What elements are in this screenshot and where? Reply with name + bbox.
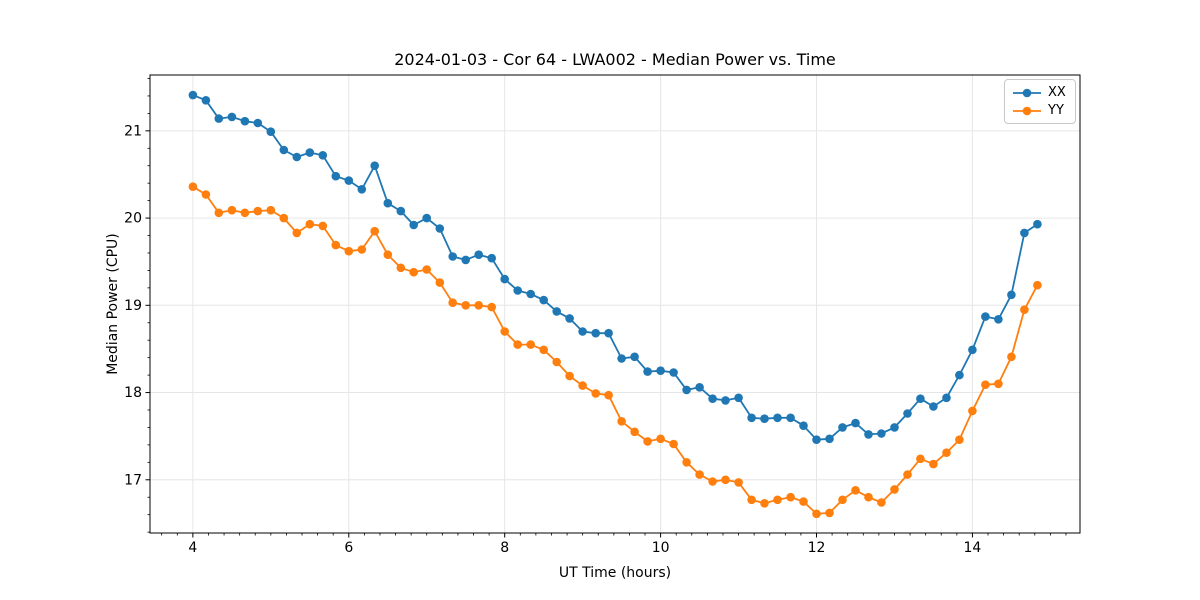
y-axis-label: Median Power (CPU) bbox=[105, 233, 121, 375]
x-tick-label: 6 bbox=[344, 540, 353, 556]
legend-line-marker-swatch bbox=[1013, 106, 1041, 115]
legend-item-XX: XX bbox=[1012, 84, 1066, 101]
x-gridlines bbox=[192, 75, 973, 533]
series-XX bbox=[188, 90, 1042, 445]
y-tick-label: 17 bbox=[124, 472, 142, 488]
x-axis-label: UT Time (hours) bbox=[558, 565, 672, 581]
x-tick-label: 14 bbox=[964, 540, 982, 556]
x-tick-label: 8 bbox=[500, 540, 509, 556]
spines bbox=[149, 74, 1081, 534]
y-ticks: 17 18 19 20 21 bbox=[124, 123, 150, 488]
x-tick-label: 4 bbox=[188, 540, 197, 556]
legend-line-marker-swatch bbox=[1013, 88, 1041, 97]
y-tick-label: 20 bbox=[124, 211, 142, 227]
y-tick-label: 19 bbox=[124, 298, 142, 314]
legend: XX YY bbox=[1004, 79, 1076, 124]
x-tick-label: 12 bbox=[808, 540, 826, 556]
legend-label: XX bbox=[1048, 85, 1066, 100]
y-tick-label: 18 bbox=[124, 385, 142, 401]
x-tick-label: 10 bbox=[652, 540, 670, 556]
series-YY bbox=[188, 182, 1042, 519]
y-gridlines bbox=[150, 130, 1080, 481]
legend-item-YY: YY bbox=[1012, 102, 1066, 119]
chart-title: 2024-01-03 - Cor 64 - LWA002 - Median Po… bbox=[394, 50, 836, 69]
x-ticks: 4 6 8 10 12 14 bbox=[188, 533, 981, 556]
legend-label: YY bbox=[1048, 103, 1064, 118]
y-tick-label: 21 bbox=[124, 123, 142, 139]
